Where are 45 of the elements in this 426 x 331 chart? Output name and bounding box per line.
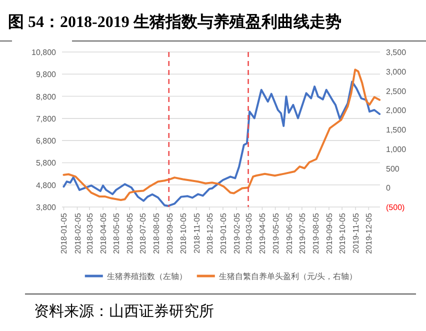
x-tick-label: 2018-02-05 [73,212,82,254]
y-tick-label: 3,800 [36,203,57,212]
x-tick-label: 2019-05-05 [271,212,280,254]
x-tick-label: 2019-12-05 [364,212,374,254]
y2-tick-label: 500 [386,164,400,174]
chart-title: 图 54：2018-2019 生猪指数与养殖盈利曲线走势 [8,12,342,31]
y2-tick-label: 3,500 [386,48,407,57]
x-tick-label: 2018-11-05 [192,212,202,254]
x-tick-label: 2018-12-05 [205,212,214,254]
x-tick-label: 2018-09-05 [166,212,175,254]
y-tick-label: 7,800 [36,114,57,124]
y-tick-label: 10,800 [32,48,57,57]
legend-label: 生猪养殖指数（左轴） [106,272,187,281]
x-tick-label: 2018-08-05 [152,212,162,254]
x-tick-label: 2019-06-05 [284,212,294,254]
y2-tick-label: 2,000 [386,106,407,116]
y-tick-label: 8,800 [36,92,57,102]
x-tick-label: 2018-03-05 [85,212,94,254]
x-tick-label: 2018-01-05 [60,212,69,254]
y2-tick-label: 2,500 [386,86,407,96]
x-tick-label: 2019-01-05 [218,212,228,254]
y-tick-label: 4,800 [36,180,57,190]
x-tick-label: 2018-10-05 [178,212,188,254]
x-tick-label: 2019-11-05 [352,212,361,254]
y2-tick-label: 1,000 [386,144,407,154]
x-tick-label: 2019-08-05 [311,212,320,254]
y-tick-label: 5,800 [36,158,57,168]
x-tick-label: 2019-07-05 [298,212,307,254]
text: 资料来源：山西证券研究所 [34,303,214,320]
x-tick-label: 2019-04-05 [258,212,268,254]
x-tick-label: 2019-02-05 [232,212,242,254]
y2-tick-label: 0 [386,184,391,193]
x-tick-label: 2019-10-05 [338,212,348,254]
x-tick-label: 2018-04-05 [99,212,108,254]
x-tick-label: 2019-03-05 [244,212,254,254]
y2-tick-label: 3,000 [386,67,407,76]
y-tick-label: 6,800 [36,136,57,146]
legend-label: 生猪自繁自养单头盈利（元/头，右轴） [218,272,358,281]
x-tick-label: 2018-06-05 [126,212,135,254]
x-tick-label: 2019-09-05 [324,212,334,254]
y2-tick-label: (500) [386,203,406,212]
x-tick-label: 2018-05-05 [112,212,122,254]
x-tick-label: 2018-07-05 [138,212,148,254]
y-tick-label: 9,800 [36,70,57,80]
y2-tick-label: 1,500 [386,126,407,134]
